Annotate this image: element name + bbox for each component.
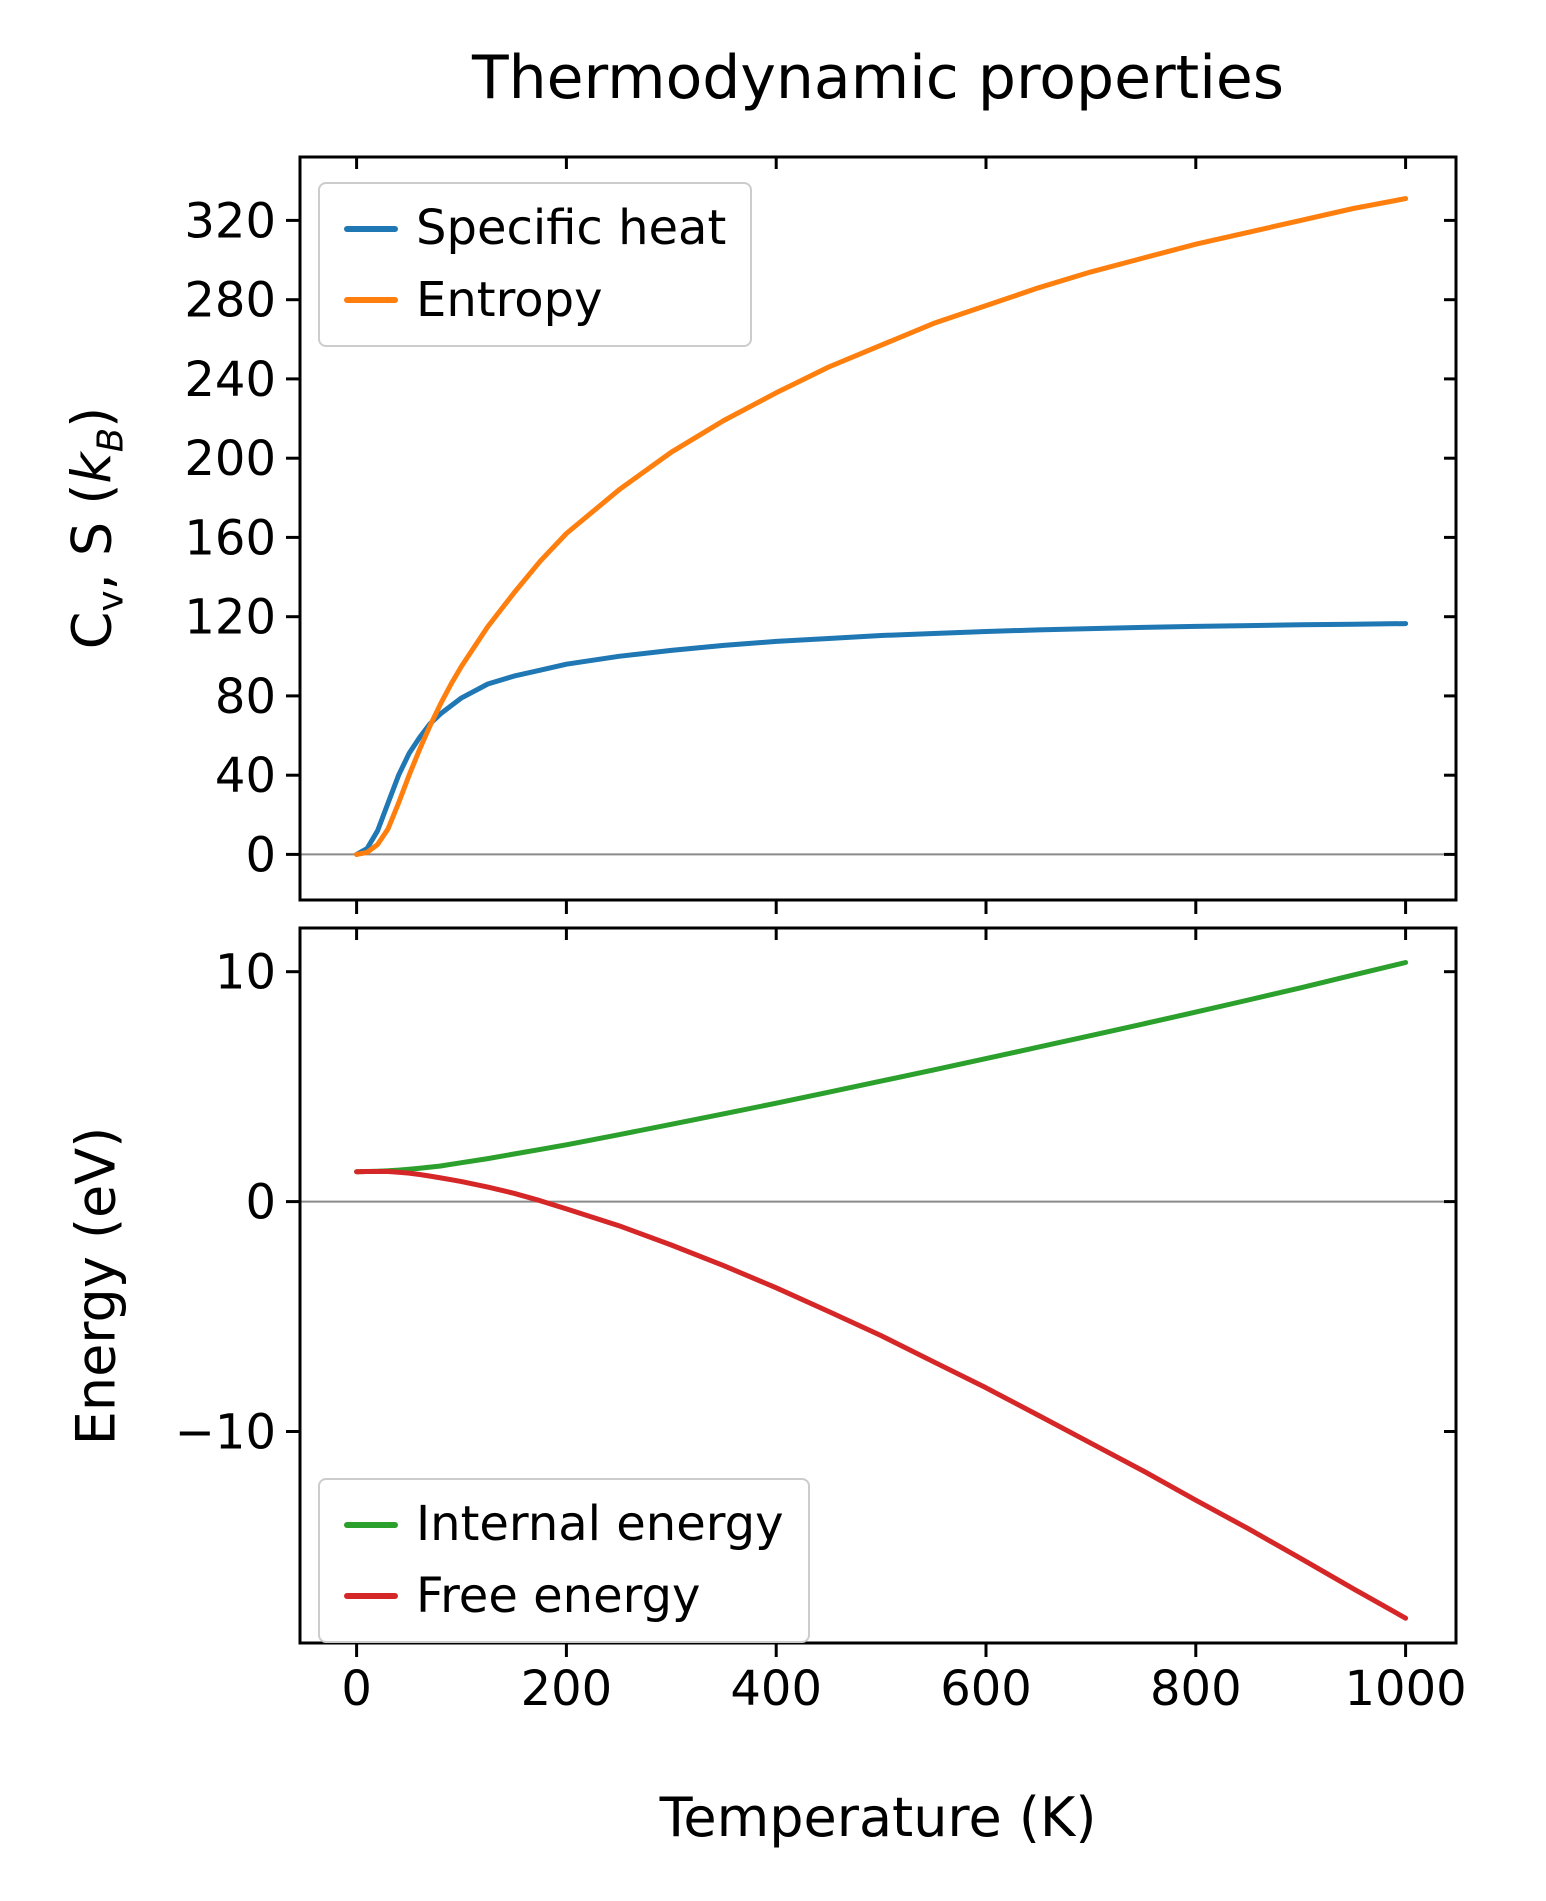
legend-bottom-panel: Internal energy Free energy bbox=[318, 1478, 810, 1644]
axes-spines bbox=[298, 155, 1458, 902]
axes-spines bbox=[298, 926, 1458, 1645]
x-tick-label: 200 bbox=[521, 1661, 613, 1717]
legend-label-free-energy: Free energy bbox=[416, 1567, 701, 1624]
x-tick-label: 600 bbox=[940, 1661, 1032, 1717]
x-tick-label: 800 bbox=[1150, 1661, 1242, 1717]
specific-heat-line bbox=[354, 621, 1409, 857]
y-axis-label-bottom: Energy (eV) bbox=[64, 1126, 128, 1446]
internal-energy-line bbox=[354, 960, 1409, 1175]
legend-swatch-internal-energy bbox=[344, 1521, 398, 1528]
legend-entry-entropy: Entropy bbox=[344, 272, 726, 330]
ylabel-top-subscript-v: v bbox=[90, 590, 132, 612]
ylabel-top-subscript-b: B bbox=[90, 427, 132, 453]
ylabel-top-text: C bbox=[60, 611, 124, 650]
y-tick-label: −10 bbox=[175, 1405, 276, 1461]
x-tick-label: 400 bbox=[730, 1661, 822, 1717]
ylabel-top-text: , S ( bbox=[60, 483, 124, 591]
y-tick-label: 240 bbox=[184, 352, 276, 408]
y-tick-label: 160 bbox=[184, 510, 276, 566]
panel-energies: 0 200 400 600 800 1000 −10 0 10 bbox=[175, 926, 1467, 1717]
y-tick-label: 320 bbox=[184, 193, 276, 249]
y-tick-label: 10 bbox=[215, 945, 276, 1001]
legend-top-panel: Specific heat Entropy bbox=[318, 182, 753, 348]
free-energy-line bbox=[354, 1169, 1409, 1621]
y-axis-label-top: Cv, S (kB) bbox=[61, 407, 132, 649]
y-tick-label: 0 bbox=[245, 827, 276, 883]
legend-entry-specific-heat: Specific heat bbox=[344, 200, 726, 258]
legend-swatch-specific-heat bbox=[344, 225, 398, 232]
y-tick-label: 120 bbox=[184, 590, 276, 646]
legend-label-specific-heat: Specific heat bbox=[416, 200, 727, 256]
x-tick-label: 0 bbox=[341, 1661, 372, 1717]
legend-entry-free-energy: Free energy bbox=[344, 1568, 784, 1626]
y-tick-label: 40 bbox=[215, 748, 276, 804]
legend-label-internal-energy: Internal energy bbox=[416, 1496, 784, 1552]
entropy-line bbox=[354, 196, 1409, 857]
figure-title: Thermodynamic properties bbox=[471, 43, 1285, 113]
legend-label-entropy: Entropy bbox=[416, 271, 603, 328]
legend-swatch-entropy bbox=[344, 297, 398, 304]
legend-entry-internal-energy: Internal energy bbox=[344, 1496, 784, 1554]
x-tick-label: 1000 bbox=[1345, 1661, 1467, 1717]
x-axis-label: Temperature (K) bbox=[659, 1786, 1097, 1849]
legend-swatch-free-energy bbox=[344, 1593, 398, 1600]
y-tick-label: 0 bbox=[245, 1175, 276, 1231]
y-tick-label: 200 bbox=[184, 431, 276, 487]
ylabel-top-kb: k bbox=[60, 452, 124, 484]
ylabel-top-text: ) bbox=[60, 406, 124, 428]
y-tick-label: 80 bbox=[215, 669, 276, 725]
panel-thermal-functions: 0 40 80 120 160 200 240 280 320 bbox=[184, 155, 1458, 914]
y-tick-label: 280 bbox=[184, 273, 276, 329]
